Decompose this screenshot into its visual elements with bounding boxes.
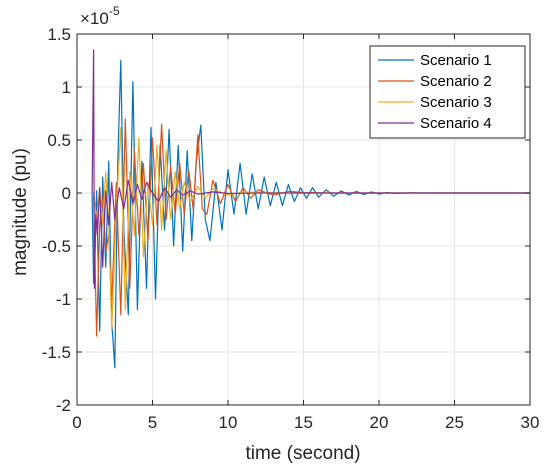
x-tick-label: 25 bbox=[445, 413, 464, 432]
x-tick-label: 5 bbox=[148, 413, 157, 432]
y-tick-label: 0.5 bbox=[47, 131, 71, 150]
legend: Scenario 1 Scenario 2 Scenario 3 Scenario 4 bbox=[369, 45, 526, 139]
series-line-1 bbox=[91, 59, 530, 369]
y-tick-label: -2 bbox=[56, 396, 71, 415]
series-line-3 bbox=[92, 126, 530, 332]
y-exponent-label: ×10 -5 bbox=[80, 4, 120, 28]
series-group bbox=[91, 49, 530, 369]
x-tick-label: 20 bbox=[370, 413, 389, 432]
x-axis-label: time (second) bbox=[245, 443, 360, 464]
legend-label: Scenario 4 bbox=[420, 115, 492, 132]
legend-label: Scenario 3 bbox=[420, 94, 492, 111]
y-tick-label: -0.5 bbox=[42, 237, 71, 256]
x-tick-label: 0 bbox=[72, 413, 81, 432]
y-axis-label: magnitude (pu) bbox=[10, 148, 31, 276]
axes: 0 5 10 15 20 25 30 -2 -1.5 -1 -0.5 0 0.5 1 1.5 bbox=[42, 25, 540, 432]
y-tick-label: 1 bbox=[62, 78, 71, 97]
y-exponent-power: -5 bbox=[109, 4, 120, 18]
x-tick-label: 15 bbox=[294, 413, 313, 432]
legend-label: Scenario 2 bbox=[420, 73, 492, 90]
y-tick-label: 0 bbox=[62, 184, 71, 203]
legend-label: Scenario 1 bbox=[420, 52, 492, 69]
series-line-2 bbox=[92, 118, 530, 337]
series-line-4 bbox=[91, 49, 530, 289]
x-tick-label: 10 bbox=[219, 413, 238, 432]
y-tick-label: -1 bbox=[56, 290, 71, 309]
x-tick-label: 30 bbox=[521, 413, 540, 432]
y-tick-label: 1.5 bbox=[47, 25, 71, 44]
y-tick-label: -1.5 bbox=[42, 343, 71, 362]
y-exponent-base: ×10 bbox=[80, 9, 109, 28]
